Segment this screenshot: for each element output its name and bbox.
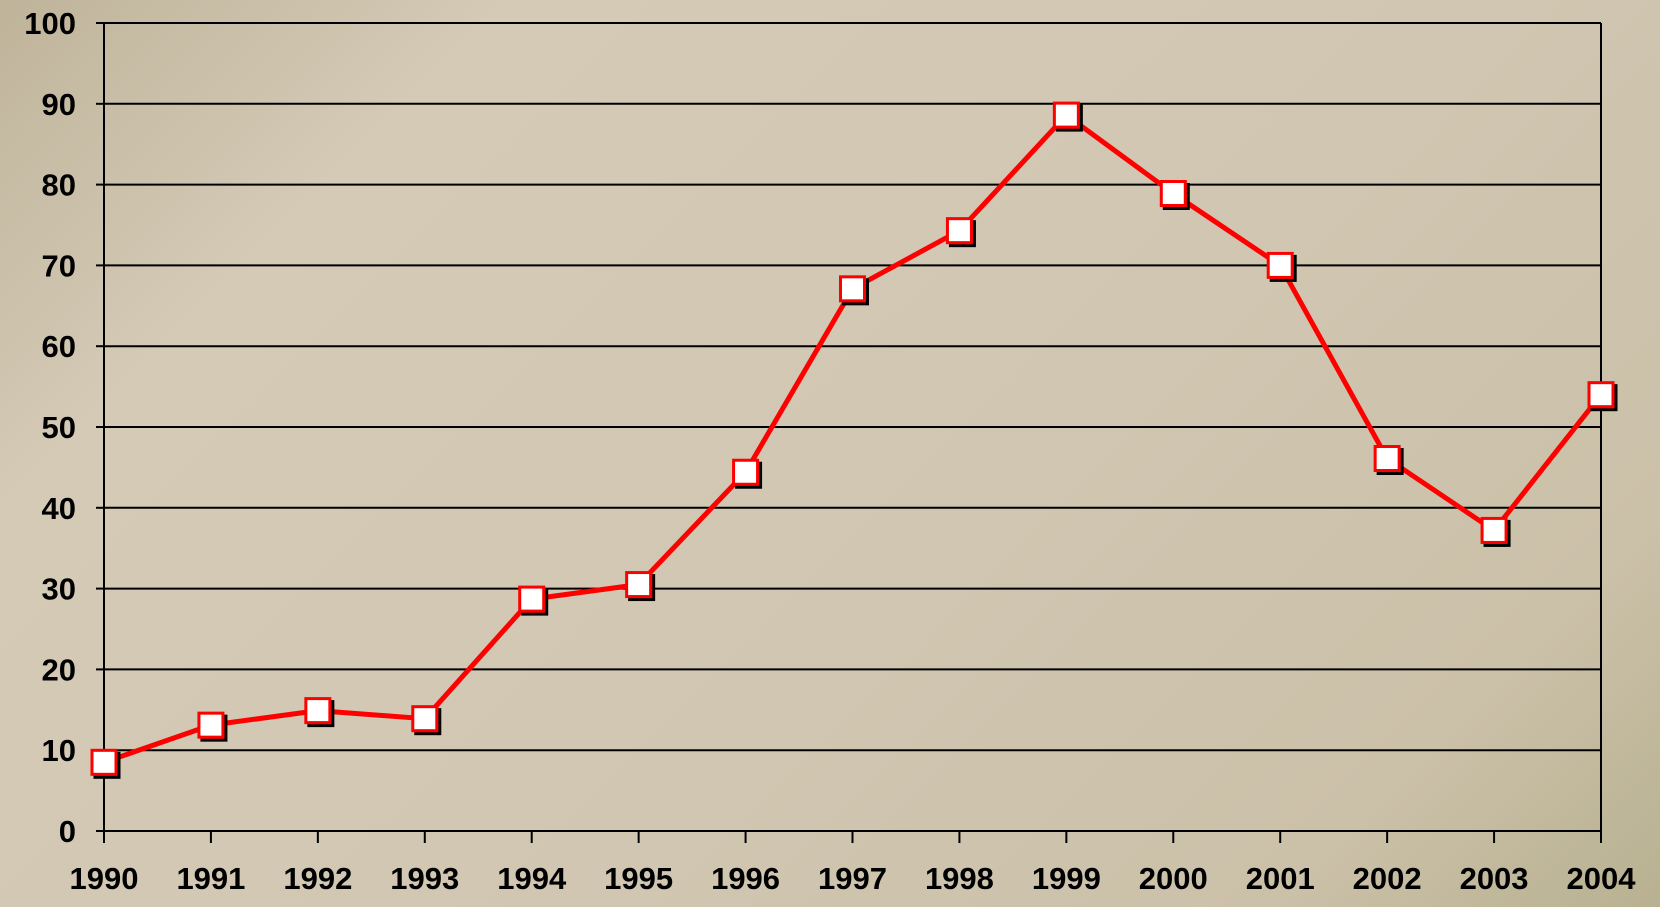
x-tick-label: 2002 [1353,861,1422,896]
x-tick-label: 1997 [818,861,887,896]
point-marker [1161,181,1185,205]
point-marker [92,750,116,774]
point-marker [1268,253,1292,277]
point-marker [413,707,437,731]
point-marker [1589,383,1613,407]
point-marker [947,219,971,243]
x-tick-label: 2004 [1567,861,1637,896]
y-tick-label: 60 [42,329,76,364]
x-tick-label: 1999 [1032,861,1101,896]
y-tick-label: 100 [24,6,76,41]
x-tick-label: 1994 [497,861,567,896]
point-marker [627,573,651,597]
point-marker [199,713,223,737]
point-marker [734,460,758,484]
x-tick-label: 1990 [70,861,139,896]
y-tick-label: 70 [42,248,76,283]
point-marker [520,587,544,611]
y-tick-label: 20 [42,652,76,687]
series-line [104,115,1601,762]
point-marker [841,277,865,301]
x-tick-label: 2003 [1460,861,1529,896]
y-tick-label: 50 [42,410,76,445]
point-marker [1054,103,1078,127]
x-tick-label: 1993 [390,861,459,896]
y-tick-label: 90 [42,87,76,122]
point-marker [1375,447,1399,471]
x-tick-label: 2001 [1246,861,1315,896]
x-tick-label: 2000 [1139,861,1208,896]
chart: 0 10 20 30 40 50 60 70 80 90 100 1990 1991 1992 1993 19… [0,0,1660,907]
y-tick-label: 0 [59,814,76,849]
y-tick-label: 40 [42,491,76,526]
point-marker [306,699,330,723]
x-tick-label: 1995 [604,861,673,896]
x-tick-label: 1992 [283,861,352,896]
x-tick-label: 1996 [711,861,780,896]
point-marker [1482,518,1506,542]
y-tick-label: 30 [42,572,76,607]
x-tick-label: 1991 [176,861,245,896]
y-tick-label: 80 [42,168,76,203]
x-tick-label: 1998 [925,861,994,896]
y-tick-label: 10 [42,733,76,768]
